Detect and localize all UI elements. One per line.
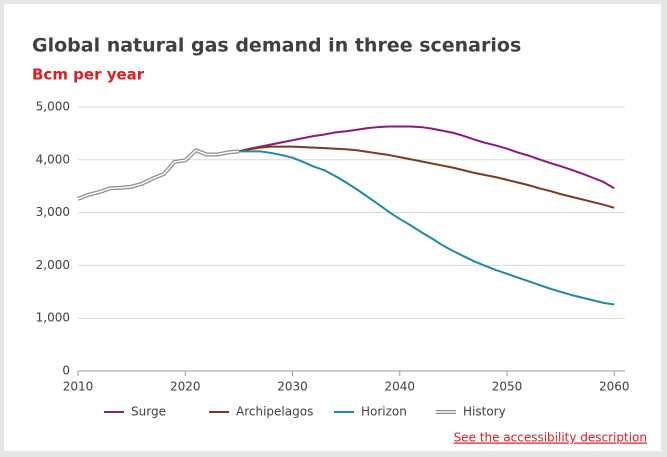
x-tick-label: 2010 xyxy=(63,380,94,394)
y-tick-label: 2,000 xyxy=(36,258,70,272)
x-tick-label: 2040 xyxy=(384,380,415,394)
x-tick-label: 2050 xyxy=(492,380,523,394)
legend-label: Archipelagos xyxy=(236,405,313,419)
series-line xyxy=(238,145,615,209)
y-tick-label: 5,000 xyxy=(36,100,70,114)
card: Global natural gas demand in three scena… xyxy=(4,4,661,451)
legend-label: Horizon xyxy=(361,405,407,419)
y-tick-label: 1,000 xyxy=(36,311,70,325)
legend-label: History xyxy=(463,405,506,419)
x-tick-label: 2060 xyxy=(599,380,630,394)
x-tick-label: 2030 xyxy=(277,380,308,394)
legend-label: Surge xyxy=(131,405,166,419)
chart-title: Global natural gas demand in three scena… xyxy=(32,35,521,57)
y-tick-label: 0 xyxy=(62,364,70,378)
series-line-inner xyxy=(77,149,239,200)
series-line xyxy=(238,125,615,190)
chart-subtitle: Bcm per year xyxy=(32,66,145,84)
y-tick-label: 4,000 xyxy=(36,152,70,166)
y-tick-label: 3,000 xyxy=(36,205,70,219)
series-line xyxy=(238,150,615,306)
x-tick-label: 2020 xyxy=(170,380,201,394)
chart: Global natural gas demand in three scena… xyxy=(32,35,647,445)
accessibility-link[interactable]: See the accessibility description xyxy=(454,431,647,445)
